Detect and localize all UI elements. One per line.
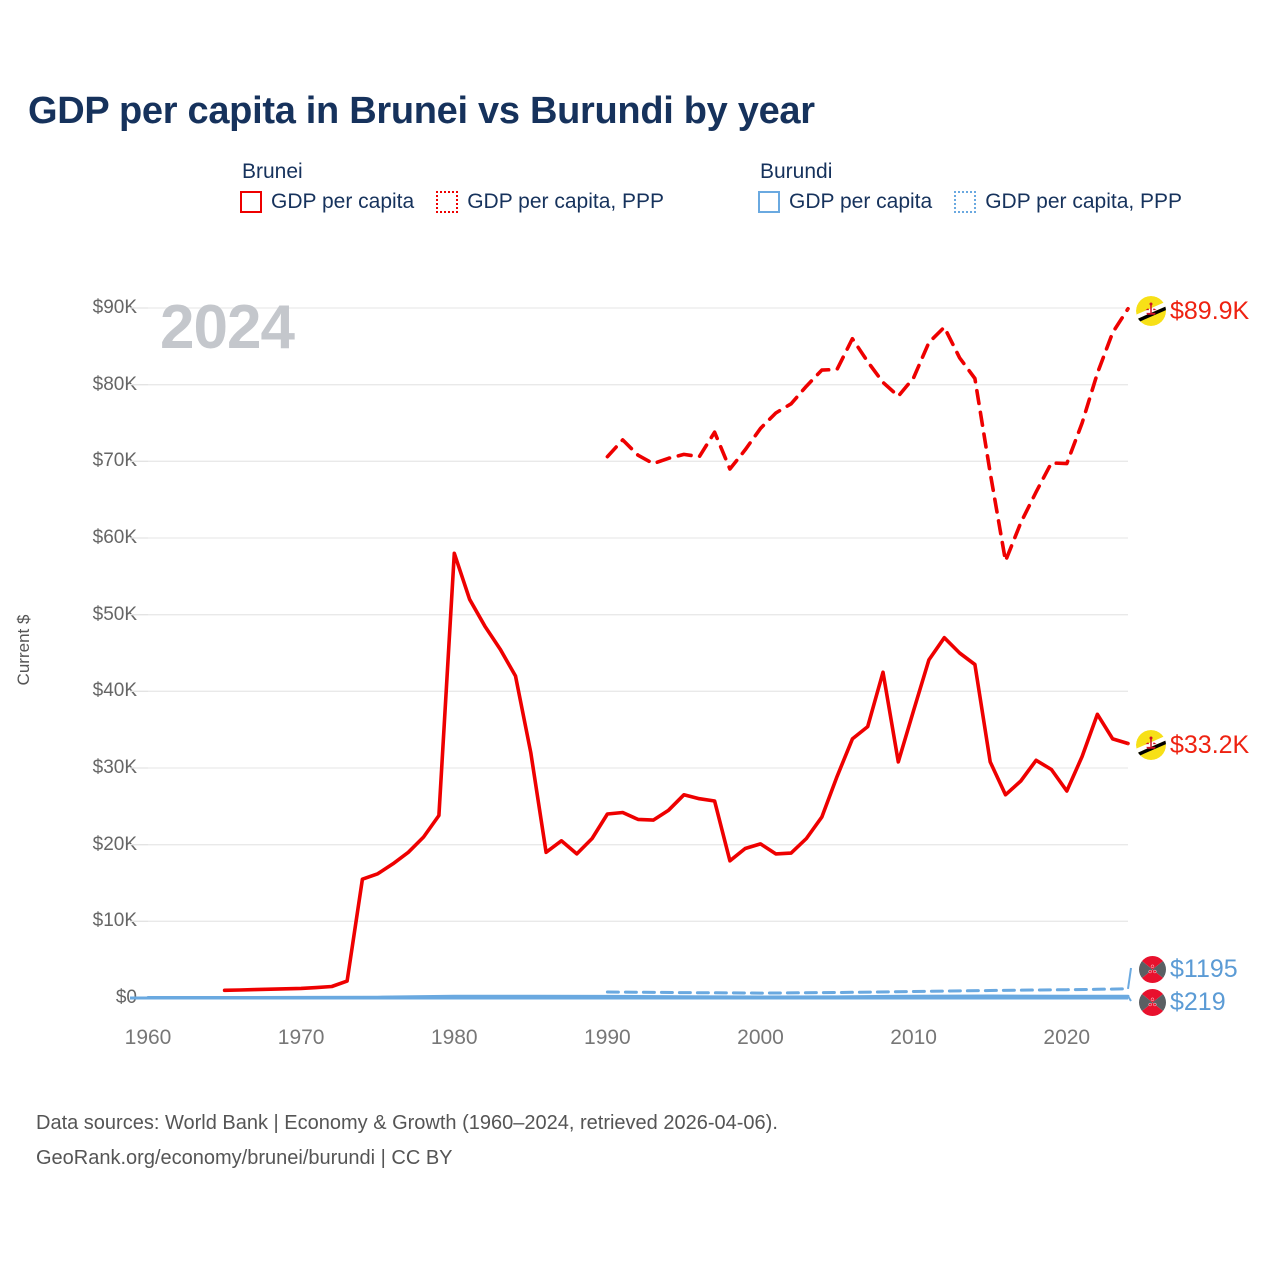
legend-item-brunei-gdp[interactable]: GDP per capita bbox=[240, 190, 414, 214]
legend-swatch-dotted-red-icon bbox=[436, 191, 459, 213]
brunei-flag-icon bbox=[1136, 296, 1166, 326]
y-tick-label: $10K bbox=[92, 910, 137, 932]
burundi-flag-icon bbox=[1139, 956, 1166, 983]
x-tick-label: 1990 bbox=[584, 1026, 631, 1049]
x-tick-label: 1980 bbox=[430, 1026, 478, 1049]
end-label-burundi-gdp: $219 bbox=[1139, 988, 1226, 1017]
x-tick-label: 2000 bbox=[737, 1026, 784, 1049]
footer-attribution: GeoRank.org/economy/brunei/burundi | CC … bbox=[36, 1147, 453, 1169]
legend-item-burundi-gdp[interactable]: GDP per capita bbox=[758, 190, 932, 214]
end-label-value-burundi-ppp: $1195 bbox=[1170, 955, 1238, 983]
legend-group-brunei: Brunei GDP per capita GDP per capita, PP… bbox=[240, 160, 664, 214]
x-tick-label: 2010 bbox=[890, 1026, 937, 1049]
series-line bbox=[605, 987, 1130, 995]
y-tick-label: $70K bbox=[92, 450, 137, 472]
y-tick-label: $80K bbox=[92, 373, 137, 395]
legend-item-burundi-gdp-ppp[interactable]: GDP per capita, PPP bbox=[954, 190, 1182, 214]
legend-label-burundi-gdp: GDP per capita bbox=[789, 190, 933, 213]
end-label-value-burundi-gdp: $219 bbox=[1170, 988, 1226, 1016]
legend-country-burundi: Burundi bbox=[760, 160, 833, 183]
end-label-connector bbox=[1127, 967, 1132, 989]
series-line bbox=[222, 551, 1130, 993]
y-axis-ticks: $0 $10K $20K $30K $40K $50K $60K $70K $80K $90K bbox=[0, 0, 145, 1280]
burundi-flag-icon bbox=[1139, 989, 1166, 1016]
legend-swatch-solid-blue-icon bbox=[758, 191, 780, 213]
legend-item-brunei-gdp-ppp[interactable]: GDP per capita, PPP bbox=[436, 190, 664, 214]
legend-swatch-dotted-blue-icon bbox=[954, 191, 977, 213]
end-label-brunei-ppp: $89.9K bbox=[1136, 296, 1249, 326]
x-tick-label: 2020 bbox=[1043, 1026, 1091, 1049]
end-label-value-brunei-ppp: $89.9K bbox=[1170, 296, 1250, 325]
series-line bbox=[605, 306, 1130, 563]
legend-country-brunei: Brunei bbox=[242, 160, 303, 183]
year-watermark: 2024 bbox=[160, 293, 295, 362]
x-tick-label: 1960 bbox=[124, 1026, 172, 1049]
y-tick-label: $20K bbox=[92, 833, 137, 855]
y-tick-label: $40K bbox=[92, 680, 137, 702]
end-label-brunei-gdp: $33.2K bbox=[1136, 730, 1249, 760]
end-label-connector bbox=[1127, 995, 1132, 1002]
page-title: GDP per capita in Brunei vs Burundi by y… bbox=[28, 90, 815, 132]
y-tick-label: $60K bbox=[92, 527, 137, 548]
legend-group-burundi: Burundi GDP per capita GDP per capita, P… bbox=[758, 160, 1182, 214]
x-tick-label: 1970 bbox=[277, 1026, 325, 1049]
y-tick-label: $0 bbox=[115, 987, 137, 1008]
series-line bbox=[146, 994, 1130, 999]
legend-label-brunei-gdp-ppp: GDP per capita, PPP bbox=[467, 190, 665, 213]
footer: Data sources: World Bank | Economy & Gro… bbox=[36, 1106, 778, 1176]
chart-legend: Brunei GDP per capita GDP per capita, PP… bbox=[0, 160, 1280, 240]
y-tick-label: $50K bbox=[92, 603, 137, 625]
y-tick-label: $90K bbox=[92, 297, 137, 318]
legend-swatch-solid-red-icon bbox=[240, 191, 262, 213]
legend-label-burundi-gdp-ppp: GDP per capita, PPP bbox=[985, 190, 1183, 213]
legend-label-brunei-gdp: GDP per capita bbox=[271, 190, 415, 213]
brunei-flag-icon bbox=[1136, 730, 1166, 760]
end-label-value-brunei-gdp: $33.2K bbox=[1170, 730, 1250, 759]
end-label-burundi-ppp: $1195 bbox=[1139, 955, 1238, 984]
footer-data-sources: Data sources: World Bank | Economy & Gro… bbox=[36, 1112, 778, 1134]
y-tick-label: $30K bbox=[92, 757, 137, 778]
